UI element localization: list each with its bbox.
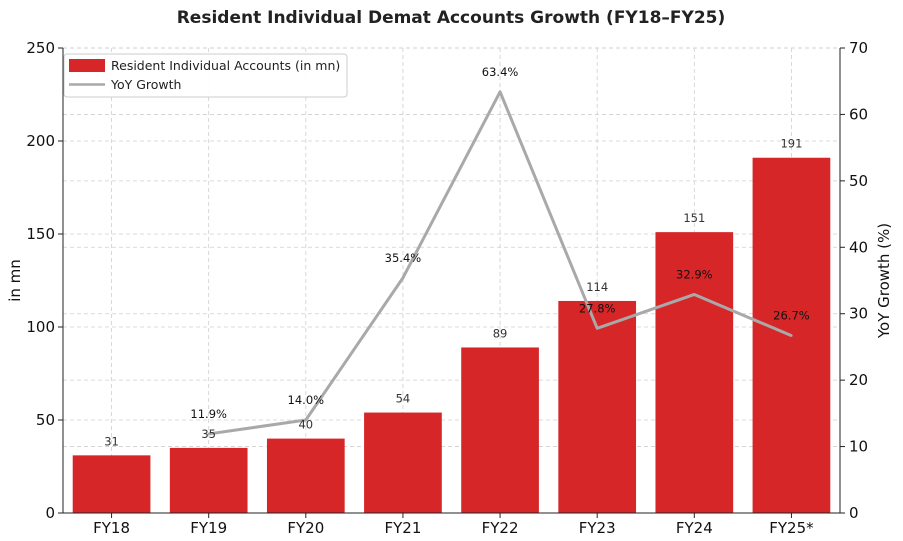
y2-tick-label: 40 — [849, 238, 868, 256]
y2-tick-label: 70 — [849, 39, 868, 57]
y2-tick-label: 0 — [849, 504, 859, 522]
legend-label-bars: Resident Individual Accounts (in mn) — [111, 58, 340, 73]
bar-value-label: 31 — [104, 434, 119, 448]
y-tick-label: 150 — [26, 225, 55, 243]
bar — [461, 347, 539, 513]
y2-tick-label: 30 — [849, 305, 868, 323]
bar — [364, 412, 442, 513]
bars-layer — [72, 157, 831, 514]
bar — [655, 232, 734, 513]
yoy-point — [207, 432, 210, 436]
legend-swatch-bars — [69, 59, 105, 72]
yoy-value-label: 63.4% — [482, 65, 519, 79]
x-tick-label: FY25* — [769, 519, 814, 537]
chart-title: Resident Individual Demat Accounts Growt… — [177, 8, 726, 28]
bar-value-label: 114 — [586, 280, 608, 294]
y-tick-label: 200 — [26, 132, 55, 150]
yoy-point — [401, 276, 405, 280]
x-tick-label: FY21 — [384, 519, 421, 537]
y2-tick-label: 50 — [849, 172, 868, 190]
x-tick-label: FY18 — [93, 519, 130, 537]
y2-tick-label: 60 — [849, 105, 868, 123]
bar-value-label: 89 — [493, 326, 508, 340]
yoy-value-label: 14.0% — [288, 393, 325, 407]
legend-box — [63, 53, 348, 98]
y2-tick-label: 10 — [849, 438, 868, 456]
bar-value-label: 54 — [396, 392, 411, 406]
y-tick-label: 0 — [45, 504, 55, 522]
yoy-point — [693, 293, 696, 296]
legend: Resident Individual Accounts (in mn) YoY… — [63, 53, 348, 98]
yoy-point — [595, 327, 599, 330]
x-tick-label: FY20 — [287, 519, 324, 537]
x-tick-label: FY23 — [579, 519, 616, 537]
y-axis-label: in mn — [6, 259, 24, 302]
yoy-line-layer — [207, 90, 793, 436]
bar — [72, 455, 151, 513]
bar-value-label: 40 — [298, 418, 313, 432]
y-tick-label: 250 — [26, 39, 55, 57]
bar-value-label: 35 — [201, 427, 216, 441]
y2-axis-label: YoY Growth (%) — [875, 223, 893, 339]
y-tick-label: 100 — [26, 318, 55, 336]
yoy-value-label: 35.4% — [385, 251, 422, 265]
bar-value-label: 151 — [683, 211, 705, 225]
x-tick-label: FY24 — [676, 519, 713, 537]
x-tick-label: FY22 — [482, 519, 519, 537]
data-labels-layer: 31 35 40 54 89 114 151 191 11.9% 14.0% 35.4% 63.4% 2… — [104, 65, 810, 448]
yoy-value-label: 32.9% — [676, 267, 713, 281]
x-tick-label: FY19 — [190, 519, 227, 537]
legend-label-line: YoY Growth — [110, 77, 181, 92]
yoy-value-label: 11.9% — [190, 407, 227, 421]
bar — [266, 438, 345, 513]
yoy-value-label: 27.8% — [579, 301, 616, 315]
y-tick-label: 50 — [36, 411, 55, 429]
axes-layer: 0 50 100 150 200 250 0 10 20 30 40 50 60 70 FY18 FY19 FY… — [26, 39, 868, 537]
y2-tick-label: 20 — [849, 371, 868, 389]
yoy-value-label: 26.7% — [773, 309, 810, 323]
bar — [558, 300, 637, 513]
bar-value-label: 191 — [780, 137, 802, 151]
yoy-point — [790, 334, 793, 337]
yoy-point — [498, 90, 502, 94]
bar — [169, 447, 248, 513]
yoy-point — [304, 418, 308, 422]
